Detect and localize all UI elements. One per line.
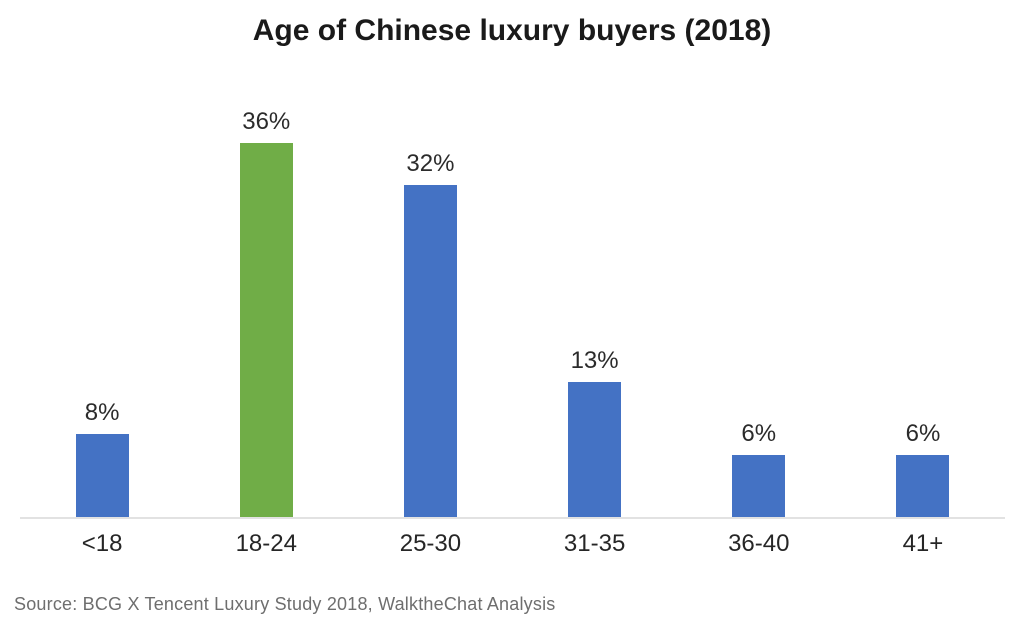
x-axis-tick-label: 41+ bbox=[902, 530, 944, 557]
bar bbox=[896, 455, 950, 517]
bar-value-label: 36% bbox=[242, 108, 291, 135]
x-axis-tick-label: <18 bbox=[81, 530, 123, 557]
bar-column-18-24: 36% bbox=[184, 90, 348, 517]
bar bbox=[403, 185, 457, 517]
plot-area: 8% 36% 32% 13% 6% 6% bbox=[20, 90, 1005, 519]
bar-value-label: 8% bbox=[84, 399, 120, 426]
bar-column--18: 8% bbox=[20, 90, 184, 517]
bar-column-25-30: 32% bbox=[348, 90, 512, 517]
x-axis-category-row: <18 18-24 25-30 31-35 36-40 41+ bbox=[20, 530, 1005, 559]
bar-value-label: 6% bbox=[905, 420, 941, 447]
x-axis-tick-label: 18-24 bbox=[235, 530, 297, 557]
bar-column-36-40: 6% bbox=[677, 90, 841, 517]
bar bbox=[239, 143, 293, 517]
bar-value-label: 13% bbox=[570, 347, 619, 374]
bar bbox=[75, 434, 129, 517]
bar bbox=[732, 455, 786, 517]
x-axis-tick-label: 25-30 bbox=[399, 530, 462, 557]
bar-value-label: 32% bbox=[406, 150, 455, 177]
chart-title: Age of Chinese luxury buyers (2018) bbox=[252, 14, 772, 47]
bar-column-31-35: 13% bbox=[513, 90, 677, 517]
source-note: Source: BCG X Tencent Luxury Study 2018,… bbox=[14, 594, 556, 614]
x-axis-tick-label: 31-35 bbox=[563, 530, 626, 557]
bar-value-label: 6% bbox=[741, 420, 777, 447]
bar-column-41-: 6% bbox=[841, 90, 1005, 517]
x-axis-tick-label: 36-40 bbox=[728, 530, 790, 557]
bar bbox=[568, 382, 622, 517]
